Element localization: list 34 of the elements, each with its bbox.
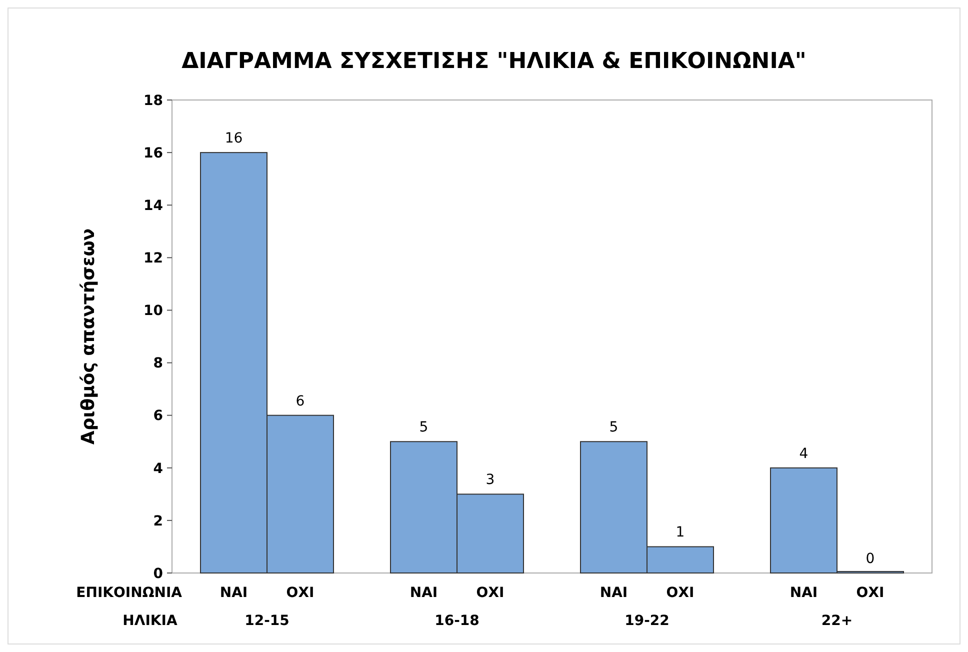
- text: ΝΑΙ: [790, 585, 818, 601]
- text: ΟΧΙ: [856, 585, 884, 601]
- y-tick-label: 14: [144, 198, 164, 214]
- y-tick-label: 12: [144, 250, 163, 267]
- x-tick-label: 12-15: [244, 613, 290, 629]
- data-label: 0: [866, 551, 875, 567]
- data-label: 16: [224, 130, 243, 147]
- text: ΝΑΙ: [600, 585, 628, 601]
- y-tick-label: 0: [153, 566, 164, 582]
- y-tick-label: 8: [153, 356, 163, 372]
- chart-title: ΔΙΑΓΡΑΜΜΑ ΣΥΣΧΕΤΙΣΗΣ "ΗΛΙΚΙΑ & ΕΠΙΚΟΙΝΩΝΙΑ": [182, 49, 806, 74]
- y-tick-label: 6: [153, 408, 163, 424]
- data-label: 4: [799, 446, 808, 462]
- y-tick-label: 18: [144, 92, 163, 109]
- y-tick-label: 2: [153, 513, 163, 530]
- text: ΟΧΙ: [666, 585, 694, 601]
- data-label: 3: [486, 472, 495, 488]
- data-label: 1: [676, 524, 685, 541]
- text: ΟΧΙ: [476, 585, 504, 601]
- y-axis-title: Αριθμός απαντήσεων: [78, 228, 99, 445]
- y-tick-label: 10: [144, 303, 164, 320]
- x-tick-label: 19-22: [624, 613, 670, 629]
- x-tick-label: 16-18: [434, 613, 480, 629]
- y-tick-label: 4: [153, 460, 164, 477]
- legend-title: ΕΠΙΚΟΙΝΩΝΙΑ: [76, 585, 182, 601]
- x-axis-title: ΗΛΙΚΙΑ: [122, 613, 178, 629]
- y-tick-label: 16: [144, 145, 163, 162]
- series-label: ΟΧΙ: [286, 585, 314, 601]
- text: ΝΑΙ: [410, 585, 438, 601]
- series-label: ΝΑΙ: [220, 585, 248, 601]
- data-label: 5: [609, 420, 618, 436]
- x-tick-label: 22+: [821, 613, 853, 629]
- data-label: 5: [419, 420, 428, 436]
- data-label: 6: [296, 393, 305, 410]
